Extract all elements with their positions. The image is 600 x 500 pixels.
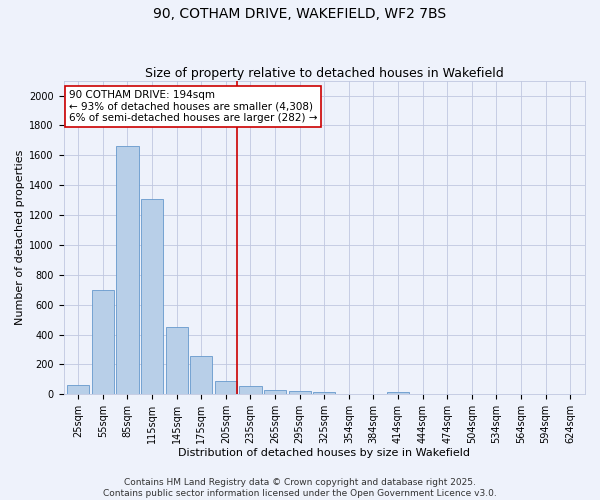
Bar [239,386,262,394]
Text: 90 COTHAM DRIVE: 194sqm
← 93% of detached houses are smaller (4,308)
6% of semi-: 90 COTHAM DRIVE: 194sqm ← 93% of detache… [69,90,317,124]
Title: Size of property relative to detached houses in Wakefield: Size of property relative to detached ho… [145,66,503,80]
Text: Contains HM Land Registry data © Crown copyright and database right 2025.
Contai: Contains HM Land Registry data © Crown c… [103,478,497,498]
Bar [190,356,212,394]
Bar [67,384,89,394]
Bar [141,200,163,394]
Text: 90, COTHAM DRIVE, WAKEFIELD, WF2 7BS: 90, COTHAM DRIVE, WAKEFIELD, WF2 7BS [154,8,446,22]
X-axis label: Distribution of detached houses by size in Wakefield: Distribution of detached houses by size … [178,448,470,458]
Bar [387,392,409,394]
Y-axis label: Number of detached properties: Number of detached properties [15,150,25,325]
Bar [313,392,335,394]
Bar [116,146,139,394]
Bar [92,290,114,394]
Bar [264,390,286,394]
Bar [166,327,188,394]
Bar [289,390,311,394]
Bar [215,381,237,394]
